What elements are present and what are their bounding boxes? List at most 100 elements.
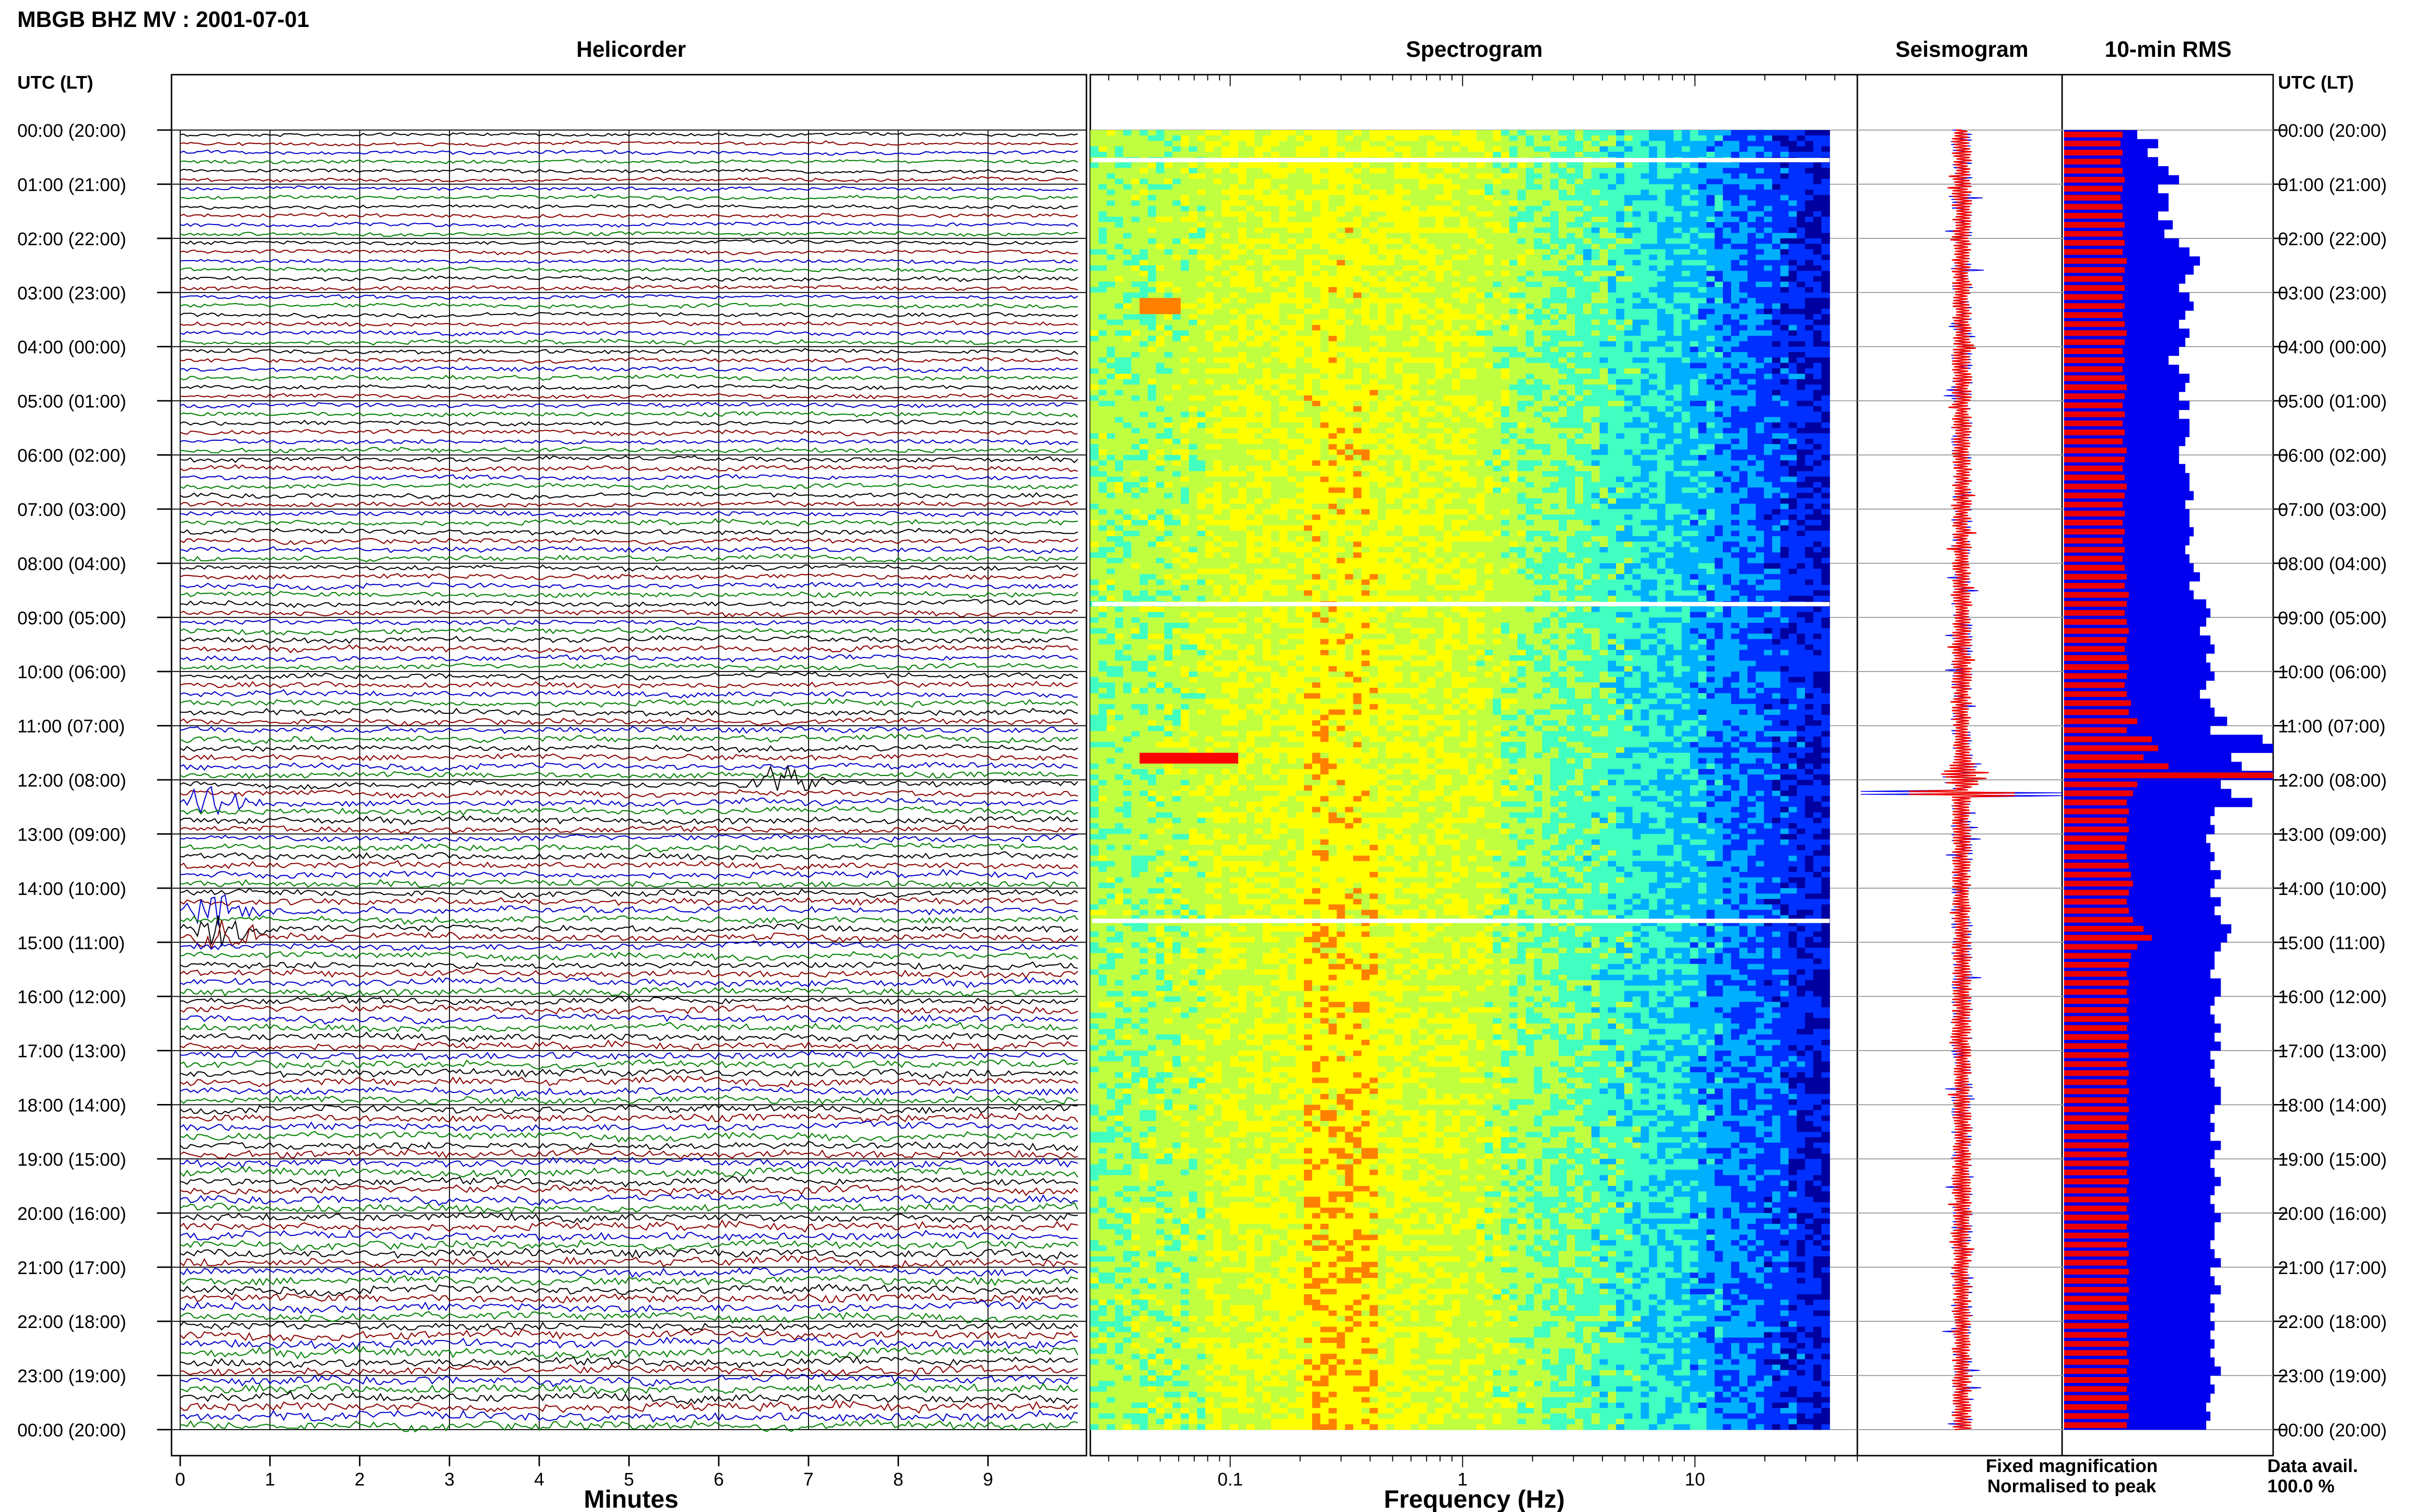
spectrogram-cell [1509, 325, 1518, 331]
spectrogram-cell [1312, 314, 1321, 320]
spectrogram-cell [1739, 390, 1748, 396]
spectrogram-cell [1394, 227, 1403, 233]
spectrogram-cell [1329, 222, 1337, 228]
spectrogram-cell [1764, 325, 1773, 331]
spectrogram-cell [1780, 238, 1789, 244]
spectrogram-cell [1271, 130, 1280, 136]
spectrogram-cell [1246, 260, 1255, 266]
spectrogram-cell [1115, 298, 1124, 304]
spectrogram-cell [1460, 162, 1469, 168]
spectrogram-cell [1460, 200, 1469, 206]
spectrogram-cell [1797, 401, 1805, 407]
spectrogram-cell [1419, 190, 1428, 196]
spectrogram-cell [1501, 222, 1510, 228]
spectrogram-cell [1723, 379, 1732, 385]
spectrogram-cell [1583, 368, 1592, 374]
spectrogram-cell [1493, 211, 1502, 217]
spectrogram-cell [1460, 303, 1469, 309]
spectrogram-cell [1591, 347, 1600, 353]
spectrogram-cell [1443, 271, 1452, 276]
spectrogram-cell [1312, 287, 1321, 293]
spectrogram-cell [1427, 374, 1436, 380]
spectrogram-cell [1139, 390, 1148, 396]
spectrogram-cell [1542, 390, 1551, 396]
spectrogram-cell [1501, 206, 1510, 211]
spectrogram-cell [1139, 227, 1148, 233]
spectrogram-cell [1181, 265, 1190, 271]
spectrogram-cell [1353, 195, 1362, 201]
spectrogram-cell [1641, 336, 1649, 342]
spectrogram-cell [1296, 303, 1304, 309]
spectrogram-cell [1731, 233, 1740, 239]
spectrogram-cell [1362, 249, 1370, 255]
spectrogram-cell [1526, 368, 1535, 374]
spectrogram-cell [1279, 217, 1288, 223]
spectrogram-cell [1559, 325, 1567, 331]
time-axis-label-right: UTC (LT) [2278, 73, 2354, 93]
spectrogram-cell [1649, 238, 1657, 244]
spectrogram-cell [1427, 276, 1436, 282]
time-axis-label-left: UTC (LT) [17, 73, 93, 93]
spectrogram-cell [1320, 227, 1329, 233]
spectrogram-cell [1822, 135, 1830, 141]
spectrogram-cell [1780, 141, 1789, 147]
spectrogram-cell [1559, 184, 1567, 190]
spectrogram-cell [1780, 298, 1789, 304]
spectrogram-cell [1139, 173, 1148, 179]
spectrogram-cell [1805, 173, 1813, 179]
spectrogram-cell [1156, 287, 1165, 293]
spectrogram-cell [1090, 227, 1099, 233]
spectrogram-cell [1181, 146, 1190, 152]
spectrogram-cell [1320, 341, 1329, 347]
spectrogram-cell [1238, 249, 1247, 255]
spectrogram-cell [1148, 244, 1156, 250]
spectrogram-cell [1608, 222, 1616, 228]
spectrogram-cell [1403, 130, 1411, 136]
spectrogram-cell [1468, 395, 1477, 401]
spectrogram-cell [1484, 146, 1493, 152]
spectrogram-cell [1378, 162, 1387, 168]
spectrogram-cell [1443, 249, 1452, 255]
spectrogram-cell [1559, 179, 1567, 184]
spectrogram-cell [1320, 152, 1329, 158]
spectrogram-cell [1649, 141, 1657, 147]
spectrogram-cell [1353, 384, 1362, 390]
spectrogram-cell [1205, 330, 1214, 336]
spectrogram-cell [1139, 379, 1148, 385]
spectrogram-cell [1205, 141, 1214, 147]
spectrogram-cell [1526, 309, 1535, 315]
spectrogram-cell [1460, 384, 1469, 390]
spectrogram-cell [1591, 341, 1600, 347]
spectrogram-cell [1386, 265, 1395, 271]
spectrogram-cell [1173, 390, 1181, 396]
spectrogram-cell [1698, 309, 1707, 315]
spectrogram-cell [1296, 130, 1304, 136]
spectrogram-cell [1813, 320, 1822, 326]
spectrogram-cell [1674, 141, 1682, 147]
spectrogram-cell [1362, 401, 1370, 407]
spectrogram-cell [1403, 314, 1411, 320]
spectrogram-cell [1435, 336, 1444, 342]
spectrogram-cell [1230, 363, 1239, 368]
spectrogram-cell [1616, 141, 1625, 147]
spectrogram-cell [1707, 298, 1715, 304]
spectrogram-cell [1452, 390, 1460, 396]
spectrogram-cell [1452, 141, 1460, 147]
spectrogram-cell [1797, 271, 1805, 276]
spectrogram-cell [1378, 173, 1387, 179]
spectrogram-cell [1197, 292, 1206, 298]
spectrogram-cell [1632, 255, 1641, 261]
spectrogram-cell [1156, 260, 1165, 266]
spectrogram-cell [1156, 384, 1165, 390]
spectrogram-cell [1090, 320, 1099, 326]
spectrogram-cell [1715, 320, 1723, 326]
spectrogram-cell [1509, 152, 1518, 158]
spectrogram-cell [1641, 249, 1649, 255]
spectrogram-cell [1534, 303, 1543, 309]
spectrogram-cell [1797, 292, 1805, 298]
spectrogram-cell [1419, 330, 1428, 336]
spectrogram-cell [1731, 249, 1740, 255]
spectrogram-cell [1296, 314, 1304, 320]
spectrogram-cell [1468, 341, 1477, 347]
spectrogram-cell [1731, 341, 1740, 347]
